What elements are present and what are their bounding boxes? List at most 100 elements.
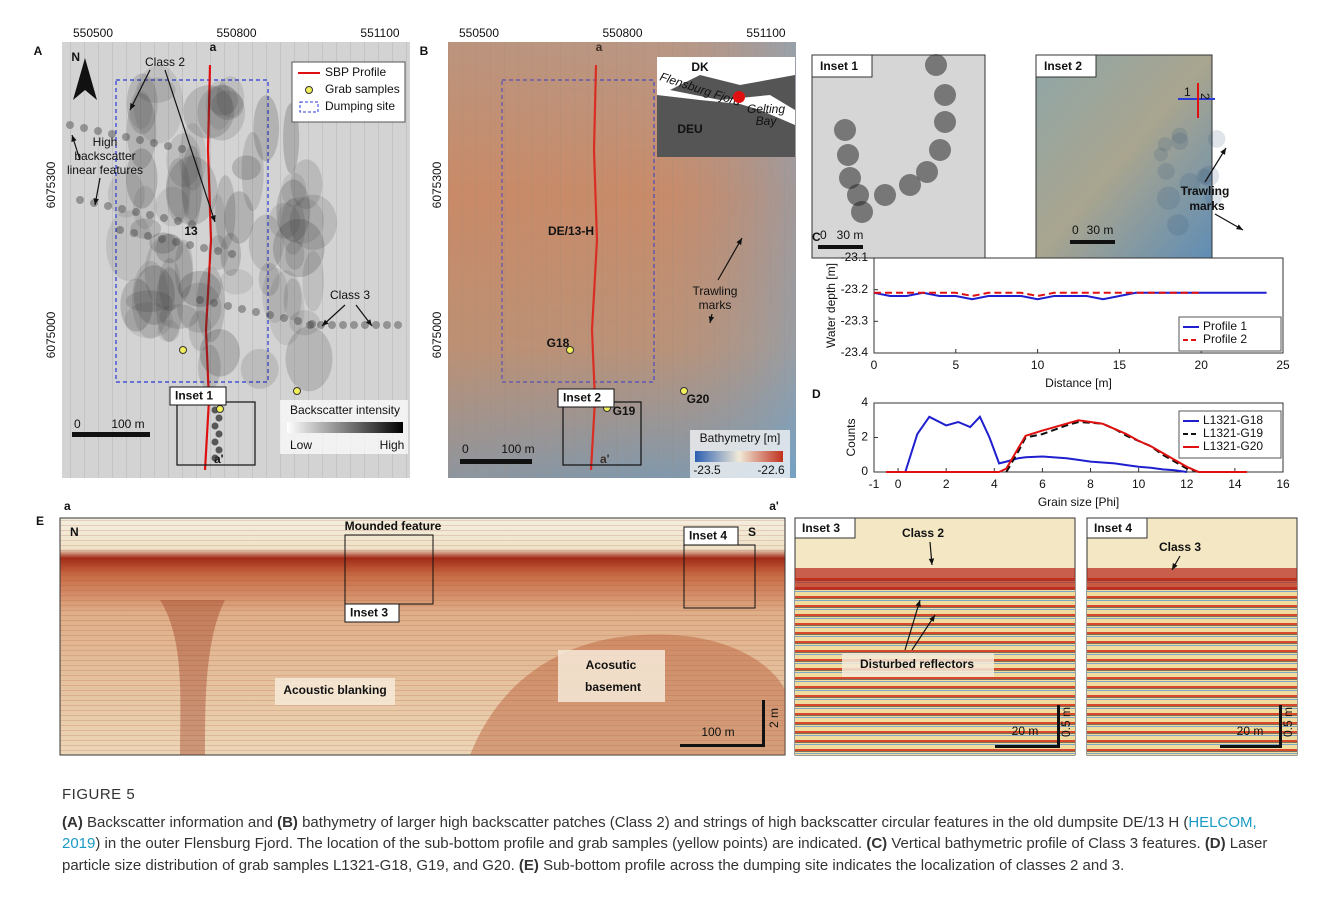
- legend-swatch: [306, 87, 313, 94]
- grab-sample: [217, 406, 224, 413]
- circular-feature: [178, 145, 186, 153]
- x-tick-label: 10: [1031, 358, 1045, 372]
- legend-label: L1321-G20: [1203, 439, 1263, 453]
- colorbar-tick-label: -23.5: [693, 463, 721, 477]
- colorbar-tick-label: -22.6: [757, 463, 785, 477]
- label: 0: [462, 442, 469, 456]
- caption-bold: (D): [1205, 835, 1226, 852]
- x-tick-label: 6: [1039, 477, 1046, 491]
- circular-feature: [132, 208, 140, 216]
- circular-feature: [228, 250, 236, 258]
- trawl-mark: [1208, 130, 1226, 148]
- panel-label: B: [420, 44, 429, 58]
- figure: 55050055080055110060753006075000Aaa'NSBP…: [0, 0, 1329, 770]
- legend-label: SBP Profile: [325, 65, 386, 79]
- label: DE/13-H: [548, 224, 594, 238]
- x-tick-label: 551100: [746, 26, 785, 40]
- label: linear features: [67, 163, 143, 177]
- circular-feature: [158, 235, 166, 243]
- x-tick-label: 550500: [459, 26, 499, 40]
- label: Inset 3: [350, 606, 388, 620]
- y-tick-label: 4: [861, 395, 868, 409]
- study-site: [733, 91, 745, 103]
- backscatter-patch: [268, 270, 305, 345]
- circular-feature: [394, 321, 402, 329]
- label: basement: [585, 680, 641, 694]
- y-tick-label: 6075300: [430, 161, 444, 208]
- label: 30 m: [1087, 223, 1114, 237]
- x-tick-label: 5: [952, 358, 959, 372]
- circular-feature: [874, 184, 896, 206]
- label: DEU: [677, 122, 702, 136]
- circular-feature: [280, 314, 288, 322]
- backscatter-patch: [211, 91, 244, 120]
- circular-feature: [383, 321, 391, 329]
- label: 2 m: [767, 708, 781, 728]
- grab-sample: [180, 347, 187, 354]
- label: Inset 1: [820, 59, 858, 73]
- label: DK: [691, 60, 709, 74]
- label: Inset 2: [1044, 59, 1082, 73]
- x-axis-label: Distance [m]: [1045, 376, 1112, 390]
- label: Trawling: [693, 284, 738, 298]
- caption-bold: (B): [277, 814, 298, 831]
- circular-feature: [104, 202, 112, 210]
- caption-part: Sub-bottom profile across the dumping si…: [539, 857, 1124, 874]
- label: 20 m: [1012, 724, 1039, 738]
- backscatter-patch: [232, 155, 261, 180]
- trawl-mark: [1196, 168, 1212, 184]
- circular-feature: [94, 127, 102, 135]
- label: High: [380, 438, 405, 452]
- scale-bar: [1220, 745, 1282, 748]
- label: 0.5 m: [1281, 707, 1295, 737]
- scale-bar: [72, 432, 150, 437]
- label: Class 2: [145, 55, 185, 69]
- label: Class 3: [330, 288, 370, 302]
- circular-feature: [839, 167, 861, 189]
- label: 1: [1184, 85, 1191, 99]
- page: Figure 5 { "panel_a": {"label": "A", "x_…: [0, 0, 1329, 923]
- backscatter-patch: [253, 95, 279, 161]
- x-tick-label: 550500: [73, 26, 113, 40]
- circular-feature: [214, 247, 222, 255]
- circular-feature: [216, 447, 223, 454]
- circular-feature: [118, 205, 126, 213]
- circular-feature: [212, 423, 219, 430]
- label: Inset 4: [689, 529, 727, 543]
- circular-feature: [252, 308, 260, 316]
- x-tick-label: 16: [1276, 477, 1290, 491]
- circular-feature: [216, 415, 223, 422]
- y-tick-label: 6075000: [430, 311, 444, 358]
- circular-feature: [146, 211, 154, 219]
- panel-label: D: [812, 387, 821, 401]
- circular-feature: [925, 54, 947, 76]
- scale-bar: [995, 745, 1057, 748]
- x-tick-label: 550800: [216, 26, 256, 40]
- y-tick-label: 6075000: [44, 311, 58, 358]
- trawl-mark: [1158, 137, 1172, 151]
- label: Acosutic: [586, 658, 637, 672]
- y-tick-label: 0: [861, 464, 868, 478]
- backscatter-patch: [241, 349, 279, 389]
- label: Bathymetry [m]: [700, 431, 781, 445]
- circular-feature: [837, 144, 859, 166]
- circular-feature: [224, 302, 232, 310]
- label: 100 m: [701, 725, 734, 739]
- circular-feature: [172, 238, 180, 246]
- panel-label: A: [34, 44, 43, 58]
- scale-bar: [762, 700, 765, 747]
- trawl-mark: [1157, 187, 1180, 210]
- caption: FIGURE 5 (A) Backscatter information and…: [62, 784, 1297, 876]
- circular-feature: [350, 321, 358, 329]
- x-tick-label: 14: [1228, 477, 1242, 491]
- panel-label: E: [36, 514, 44, 528]
- circular-feature: [160, 214, 168, 222]
- backscatter-patch: [209, 194, 225, 251]
- label: Inset 3: [802, 521, 840, 535]
- label: 13: [184, 224, 198, 238]
- caption-bold: (C): [866, 835, 887, 852]
- circular-feature: [122, 133, 130, 141]
- colorbar: [287, 422, 403, 433]
- arrow-head: [1220, 148, 1226, 155]
- backscatter-patch: [189, 310, 211, 351]
